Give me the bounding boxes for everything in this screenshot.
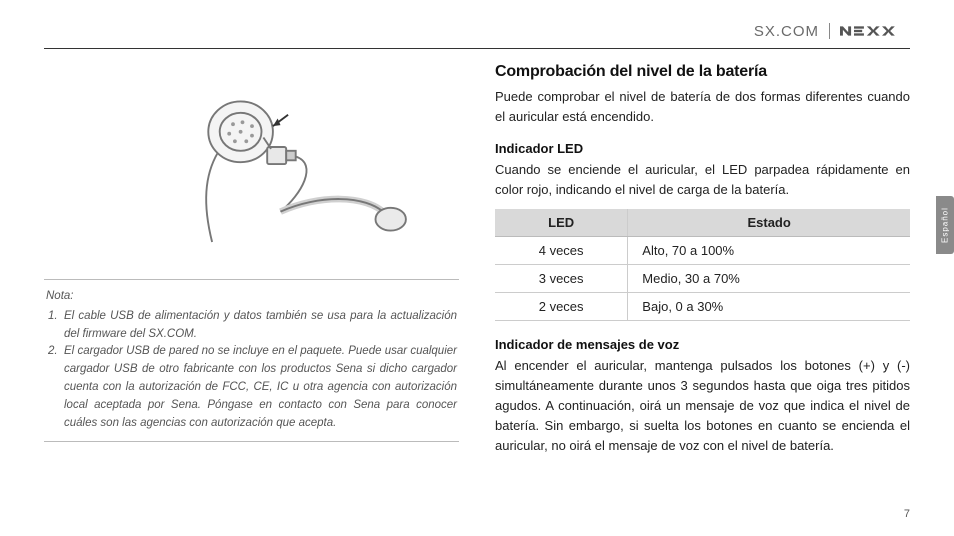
header-divider: [829, 23, 830, 39]
cell-led: 2 veces: [495, 292, 628, 320]
led-subheading: Indicador LED: [495, 141, 910, 156]
page-number: 7: [904, 508, 910, 520]
note-item: 1.El cable USB de alimentación y datos t…: [46, 308, 457, 344]
note-block: Nota: 1.El cable USB de alimentación y d…: [44, 279, 459, 442]
manual-page: SX.COM: [0, 0, 954, 536]
note-label: Nota:: [46, 288, 457, 306]
table-row: 4 veces Alto, 70 a 100%: [495, 236, 910, 264]
note-list: 1.El cable USB de alimentación y datos t…: [46, 308, 457, 433]
header-site: SX.COM: [754, 23, 819, 40]
content-columns: Nota: 1.El cable USB de alimentación y d…: [44, 63, 910, 503]
cell-state: Alto, 70 a 100%: [628, 236, 910, 264]
brand-logo: [840, 24, 910, 38]
voice-paragraph: Al encender el auricular, mantenga pulsa…: [495, 356, 910, 457]
right-column: Comprobación del nivel de la batería Pue…: [495, 63, 910, 503]
intro-paragraph: Puede comprobar el nivel de batería de d…: [495, 87, 910, 127]
headset-svg-icon: [92, 71, 412, 261]
cell-led: 4 veces: [495, 236, 628, 264]
headset-illustration: [92, 71, 412, 261]
table-row: 2 veces Bajo, 0 a 30%: [495, 292, 910, 320]
note-text: El cargador USB de pared no se incluye e…: [64, 345, 457, 428]
note-item: 2.El cargador USB de pared no se incluye…: [46, 343, 457, 432]
nexx-logo-icon: [840, 24, 910, 38]
table-header-state: Estado: [628, 209, 910, 237]
cell-state: Bajo, 0 a 30%: [628, 292, 910, 320]
led-status-table: LED Estado 4 veces Alto, 70 a 100% 3 vec…: [495, 209, 910, 321]
cell-state: Medio, 30 a 70%: [628, 264, 910, 292]
voice-subheading: Indicador de mensajes de voz: [495, 337, 910, 352]
note-text: El cable USB de alimentación y datos tam…: [64, 310, 457, 340]
section-heading: Comprobación del nivel de la batería: [495, 63, 910, 81]
table-row: 3 veces Medio, 30 a 70%: [495, 264, 910, 292]
left-column: Nota: 1.El cable USB de alimentación y d…: [44, 63, 459, 503]
language-tab: Español: [936, 196, 954, 254]
led-paragraph: Cuando se enciende el auricular, el LED …: [495, 160, 910, 200]
header-rule: [44, 48, 910, 49]
page-header: SX.COM: [44, 20, 910, 42]
cell-led: 3 veces: [495, 264, 628, 292]
table-header-led: LED: [495, 209, 628, 237]
